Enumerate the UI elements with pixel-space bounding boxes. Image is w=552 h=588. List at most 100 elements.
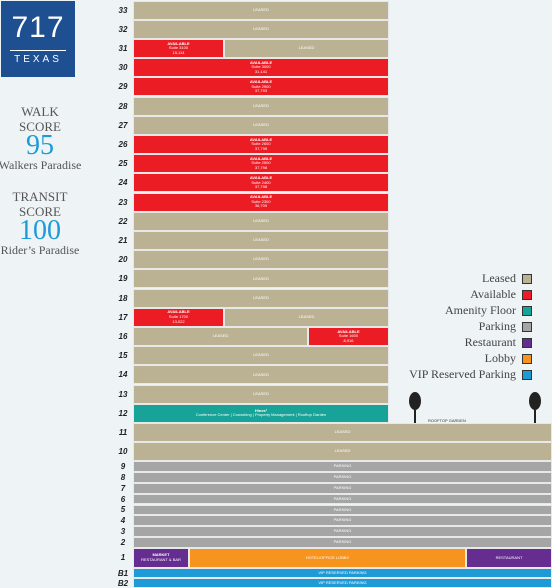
segment-text: Suite 2400: [251, 179, 271, 185]
floor-label: 23: [118, 197, 128, 207]
floor-label: 5: [120, 505, 126, 515]
floor-label: 25: [118, 159, 128, 169]
segment-text: LEASED: [253, 275, 269, 281]
floor-label: 28: [118, 101, 128, 111]
legend-label: Restaurant: [464, 335, 516, 349]
segment-text: 15,114: [172, 49, 185, 55]
floor-segment: PARKING: [133, 493, 552, 505]
floor-label: 14: [118, 370, 128, 380]
floor-label: 8: [120, 472, 126, 482]
segment-text: 37,798: [254, 164, 268, 170]
floor-label: 26: [118, 139, 128, 149]
floor-segment: AVAILABLE Suite 2900 37,793: [133, 77, 389, 97]
floor-label: 18: [118, 293, 128, 303]
floor-label: 30: [118, 63, 128, 73]
segment-text: PARKING: [333, 484, 352, 490]
floor-segment: PARKING: [133, 472, 552, 483]
floor-segment: PARKING: [133, 504, 552, 516]
floor-segment: LEASED: [133, 96, 389, 116]
tree: [409, 392, 541, 425]
legend-swatch: [522, 321, 532, 332]
legend-item: Restaurant: [465, 335, 532, 350]
legend-swatch: [522, 353, 532, 364]
floor-label: 33: [118, 5, 128, 15]
floor-segment: AVAILABLE Suite 3000 31,141: [133, 58, 389, 78]
legend-swatch: [522, 305, 532, 316]
segment-text: 31,141: [254, 68, 268, 74]
segment-text: 37,795: [254, 145, 268, 151]
floor-segment: LEASED: [133, 288, 389, 308]
floor-segment: PARKING: [133, 536, 552, 548]
legend-item: Leased: [482, 271, 532, 286]
legend-label: VIP Reserved Parking: [409, 367, 516, 381]
segment-text: Suite 2900: [251, 83, 271, 89]
floor-label: 16: [118, 331, 128, 341]
floor-segment: LEASED: [224, 307, 389, 327]
floor-label: 27: [118, 120, 128, 130]
segment-text: 36,709: [254, 203, 268, 209]
segment-text: LEASED: [253, 390, 269, 396]
floor-segment: AVAILABLE Suite 2500 37,798: [133, 154, 389, 174]
legend-label: Amenity Floor: [445, 303, 516, 317]
segment-text: Suite 3000: [251, 64, 271, 70]
floor-label: 29: [118, 82, 128, 92]
floor-label: 12: [118, 408, 128, 418]
score-caption: Rider’s Paradise: [0, 243, 80, 257]
floor-segment: LEASED: [133, 346, 389, 366]
segment-text: LEASED: [253, 217, 269, 223]
rooftop-label: ROOFTOP GARDEN: [428, 418, 466, 423]
floor-segment: LEASED: [133, 269, 389, 289]
floor-segment: RESTAURANT: [466, 547, 552, 568]
floor-segment: AVAILABLE Suite 3100 15,114: [133, 38, 224, 59]
segment-text: AVAILABLE: [167, 40, 190, 46]
legend-swatch: [522, 337, 532, 348]
segment-text: LEASED: [253, 371, 269, 377]
floor-segment: VIP RESERVED PARKING: [133, 568, 552, 578]
segment-text: Suite 1700: [168, 313, 189, 319]
legend-swatch: [522, 273, 532, 284]
segment-text: LEASED: [212, 333, 229, 339]
score-label: SCORE: [19, 204, 61, 219]
floor-label: 2: [120, 537, 126, 547]
floor-label: 32: [118, 24, 128, 34]
floor-segment: PARKING: [133, 461, 552, 473]
segment-text: RESTAURANT & BAR: [141, 556, 181, 562]
floor-label: 7: [120, 483, 126, 493]
score-label: WALK: [21, 104, 59, 119]
segment-text: VIP RESERVED PARKING: [318, 579, 367, 585]
floor-label: 31: [118, 43, 128, 53]
floor-segment: PARKING: [133, 526, 552, 537]
segment-text: AVAILABLE: [249, 155, 273, 161]
segment-text: LEASED: [298, 45, 315, 51]
legend-label: Leased: [482, 271, 516, 285]
floor-label: 1: [120, 553, 126, 563]
segment-text: PARKING: [333, 463, 352, 469]
segment-text: LEASED: [253, 25, 269, 31]
segment-text: PARKING: [333, 538, 352, 544]
floor-segment: LEASED: [133, 365, 389, 385]
floor-label: 20: [118, 255, 128, 265]
legend-item: Parking: [479, 319, 532, 334]
floor-segment: LEASED: [133, 250, 389, 270]
segment-text: 37,793: [254, 88, 268, 94]
segment-text: PARKING: [333, 506, 352, 512]
segment-text: 8,916: [343, 337, 354, 343]
floor-label: 4: [120, 516, 126, 526]
floor-segment: LEASED: [133, 115, 389, 135]
segment-text: RESTAURANT: [495, 554, 523, 560]
segment-text: MARKET: [152, 552, 170, 558]
floor-segment: AVAILABLE Suite 2300 36,709: [133, 192, 389, 212]
floor-segment: AVAILABLE Suite 2400 37,798: [133, 173, 389, 193]
logo-rule: [10, 50, 66, 51]
legend-label: Parking: [478, 319, 516, 333]
score-value: 95: [26, 130, 54, 161]
legend-item: Lobby: [485, 351, 532, 366]
segment-text: 37,798: [254, 184, 268, 190]
floor-segment: AVAILABLE Suite 1700 13,022: [133, 307, 224, 327]
segment-text: PARKING: [333, 517, 352, 523]
legend-swatch: [522, 289, 532, 300]
logo: 717 TEXAS: [1, 1, 75, 77]
segment-text: LEASED: [253, 102, 269, 108]
segment-text: LEASED: [298, 313, 315, 319]
